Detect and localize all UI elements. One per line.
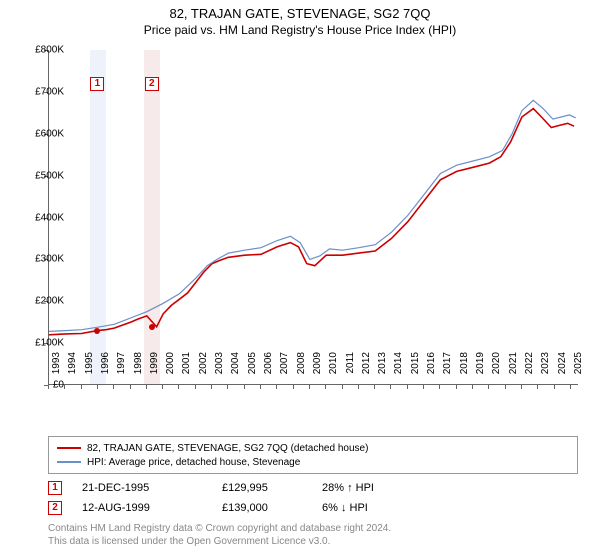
x-tick-label: 2003 [214,352,225,392]
y-tick-label: £400K [35,212,64,223]
x-tick-label: 2013 [377,352,388,392]
transaction-table: 1 21-DEC-1995 £129,995 28% ↑ HPI 2 12-AUG-199… [48,478,578,518]
series-hpi [49,100,576,331]
legend-swatch [57,447,81,449]
x-tick-label: 1993 [51,352,62,392]
y-tick-label: £200K [35,296,64,307]
chart-plot-area: 12 [48,50,578,385]
transaction-price: £139,000 [222,502,302,514]
chart-svg [49,50,579,385]
x-tick-label: 2007 [279,352,290,392]
x-tick-label: 1998 [133,352,144,392]
transaction-badge: 1 [48,481,62,495]
series-price_paid [49,109,574,335]
x-tick-label: 2006 [263,352,274,392]
x-tick-label: 2000 [165,352,176,392]
x-tick-label: 2015 [410,352,421,392]
y-tick-label: £600K [35,128,64,139]
transaction-date: 12-AUG-1999 [82,502,202,514]
x-tick-label: 2025 [573,352,584,392]
x-tick-label: 2011 [345,352,356,392]
legend-label: 82, TRAJAN GATE, STEVENAGE, SG2 7QQ (det… [87,443,368,454]
x-tick-label: 2019 [475,352,486,392]
y-tick-label: £800K [35,45,64,56]
legend-swatch [57,461,81,463]
y-tick-label: £700K [35,86,64,97]
x-tick-label: 2012 [361,352,372,392]
x-tick-label: 2020 [491,352,502,392]
x-tick-label: 2022 [524,352,535,392]
x-tick-label: 2018 [459,352,470,392]
page-subtitle: Price paid vs. HM Land Registry's House … [0,21,600,41]
y-tick-label: £500K [35,170,64,181]
x-tick-label: 2016 [426,352,437,392]
legend-item: HPI: Average price, detached house, Stev… [57,455,569,469]
transaction-row: 1 21-DEC-1995 £129,995 28% ↑ HPI [48,478,578,498]
x-tick-label: 2014 [393,352,404,392]
marker-badge: 2 [145,77,159,91]
transaction-delta: 28% ↑ HPI [322,482,422,494]
legend-item: 82, TRAJAN GATE, STEVENAGE, SG2 7QQ (det… [57,441,569,455]
transaction-badge: 2 [48,501,62,515]
x-tick-label: 2005 [247,352,258,392]
transaction-price: £129,995 [222,482,302,494]
y-tick-label: £100K [35,338,64,349]
x-tick-label: 2021 [508,352,519,392]
transaction-delta: 6% ↓ HPI [322,502,422,514]
marker-dot [94,328,100,334]
y-tick-label: £300K [35,254,64,265]
x-tick-label: 2010 [328,352,339,392]
transaction-row: 2 12-AUG-1999 £139,000 6% ↓ HPI [48,498,578,518]
x-tick-label: 2004 [230,352,241,392]
x-tick-label: 2008 [296,352,307,392]
x-tick-label: 1994 [67,352,78,392]
x-tick-label: 1999 [149,352,160,392]
x-tick-label: 1996 [100,352,111,392]
x-tick-label: 1997 [116,352,127,392]
x-tick-label: 2002 [198,352,209,392]
marker-badge: 1 [90,77,104,91]
x-tick-label: 2017 [442,352,453,392]
x-tick-label: 2009 [312,352,323,392]
footnote-line: This data is licensed under the Open Gov… [48,535,578,548]
footnote: Contains HM Land Registry data © Crown c… [48,522,578,548]
x-tick-label: 1995 [84,352,95,392]
footnote-line: Contains HM Land Registry data © Crown c… [48,522,578,535]
x-tick-label: 2001 [181,352,192,392]
marker-dot [149,324,155,330]
legend-label: HPI: Average price, detached house, Stev… [87,457,300,468]
transaction-date: 21-DEC-1995 [82,482,202,494]
x-tick-label: 2023 [540,352,551,392]
page-title: 82, TRAJAN GATE, STEVENAGE, SG2 7QQ [0,0,600,21]
legend: 82, TRAJAN GATE, STEVENAGE, SG2 7QQ (det… [48,436,578,474]
x-tick-label: 2024 [557,352,568,392]
